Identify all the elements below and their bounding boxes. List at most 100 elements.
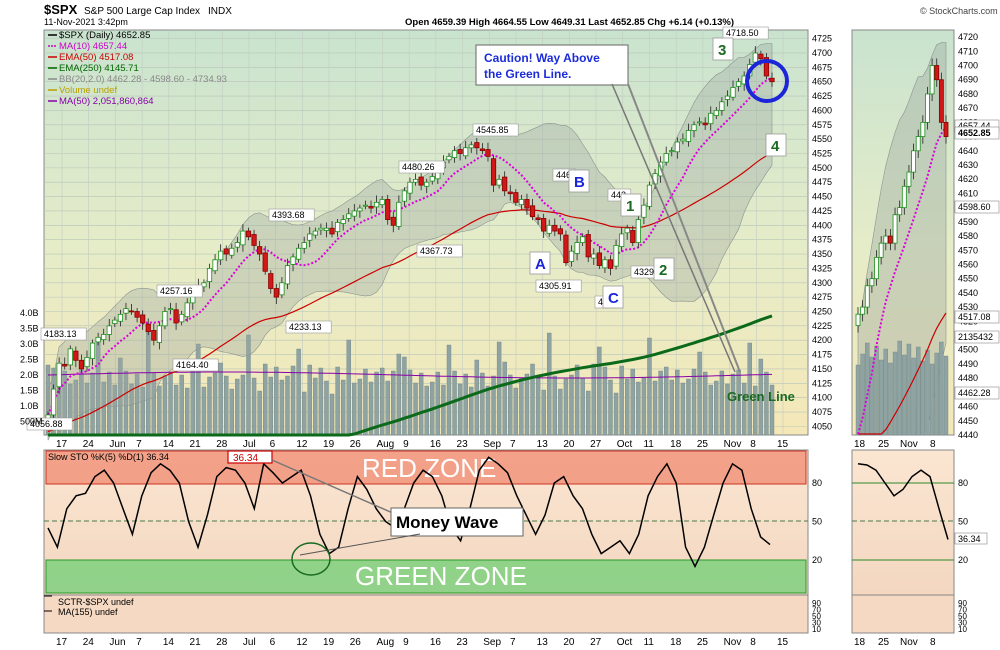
volume-bar [714, 380, 719, 436]
candle-body [257, 246, 263, 255]
candle-body [552, 224, 558, 232]
candle-body [134, 311, 140, 318]
volume-bar [285, 375, 290, 436]
side-axis-label: 4460 [958, 402, 978, 412]
side-candle-body [860, 306, 866, 315]
side-tag: 2135432 [958, 332, 993, 342]
volume-bar [574, 364, 580, 436]
candle-body [117, 313, 123, 322]
price-callout-text: 4233.13 [289, 322, 322, 332]
price-axis-label: 4475 [812, 177, 832, 187]
volume-bar [441, 384, 446, 436]
side-candle-body [883, 235, 889, 244]
side-axis-label: 4540 [958, 288, 978, 298]
candle-body [346, 213, 352, 219]
date-axis-label: 8 [750, 637, 756, 648]
side-volume-bar [943, 355, 949, 436]
side-volume-bar [892, 351, 898, 436]
caution-callout: Caution! Way Above the Green Line. [475, 44, 741, 373]
side-volume-bar [855, 364, 861, 436]
volume-bar [747, 342, 752, 436]
wave-label: 1 [626, 198, 634, 215]
price-axis-label: 4500 [812, 163, 832, 173]
price-panel-bg [43, 29, 809, 436]
date-axis-label: 21 [190, 439, 202, 450]
candle-body [730, 87, 736, 98]
green-zone-label: GREEN ZONE [355, 561, 527, 591]
side-axis-label: 4580 [958, 231, 978, 241]
side-volume-bar [916, 346, 921, 436]
date-axis-label: 25 [697, 439, 709, 450]
side-axis-label: 4560 [958, 259, 978, 269]
side-sctr-axis-label: 30 [958, 619, 967, 628]
volume-bar [680, 382, 686, 436]
price-panel: 4183.134056.884257.164164.404393.684233.… [20, 26, 832, 441]
volume-bar [469, 386, 474, 436]
volume-bar [457, 383, 463, 436]
volume-bar [691, 368, 697, 436]
candle-body [179, 313, 185, 323]
candle-body [167, 308, 174, 311]
date-axis-label: Jun [109, 439, 125, 450]
date-axis-label: Oct [617, 637, 633, 648]
side-stoch-axis: 80 50 20 36.34 [954, 478, 988, 565]
date-axis-label: 18 [670, 637, 682, 648]
side-axis-label: 4530 [958, 302, 978, 312]
volume-bar [301, 391, 307, 436]
volume-bar [363, 368, 368, 436]
candle-body [368, 205, 374, 209]
side-candle-body [888, 235, 893, 244]
volume-bar [758, 358, 764, 436]
volume-bar [669, 379, 674, 436]
candle-body [485, 149, 491, 157]
date-axis-label: 6 [270, 637, 276, 648]
volume-bar [613, 392, 619, 436]
volume-bar [502, 361, 507, 436]
candle-body [513, 192, 519, 203]
side-candle-body [901, 185, 907, 209]
exchange-label: INDX [208, 6, 232, 17]
side-candle-body [920, 121, 926, 137]
volume-ma-line [47, 371, 773, 379]
date-axis-label: 26 [350, 439, 362, 450]
volume-axis-label: 500M [20, 417, 43, 427]
date-axis-label: 21 [190, 637, 202, 648]
volume-bar [407, 369, 413, 436]
volume-bar [463, 373, 468, 436]
price-axis-label: 4200 [812, 335, 832, 345]
date-axis-label: Sep [483, 637, 501, 648]
date-axis: 17 24 Jun 7 14 21 28 Jul 6 12 19 26 Aug 9 16 23 Sep 7 13 20… [56, 439, 789, 450]
volume-axis-label: 2.0B [20, 370, 39, 380]
volume-bar [274, 366, 279, 436]
candle-body [424, 181, 430, 187]
volume-bar [402, 356, 407, 436]
side-axis-label: 4680 [958, 89, 978, 99]
volume-bar [563, 378, 569, 436]
price-axis-label: 4175 [812, 350, 832, 360]
volume-bar [218, 362, 223, 436]
candle-body [123, 308, 129, 314]
stoch-legend: Slow STO %K(5) %D(1) 36.34 [48, 452, 169, 462]
side-sctr-axis-label: 50 [958, 612, 967, 621]
candle-body [546, 224, 552, 234]
date-axis-label: 28 [216, 637, 228, 648]
price-callout-box [722, 26, 769, 40]
volume-bar [485, 385, 491, 436]
candle-body [457, 149, 463, 154]
volume-bar [586, 390, 591, 436]
side-axis-label: 4550 [958, 274, 978, 284]
price-axis-label: 4350 [812, 249, 832, 259]
legend-item: MA(50) 2,051,860,864 [59, 96, 154, 107]
ma10-line [47, 76, 773, 416]
candle-body [702, 122, 708, 126]
volume-bar [329, 393, 335, 436]
side-axis-label: 4500 [958, 345, 978, 355]
price-axis-label: 4400 [812, 220, 832, 230]
wave-label-box [653, 257, 675, 281]
volume-bar [552, 375, 557, 436]
volume-bar [547, 332, 552, 436]
side-candle-body [915, 136, 921, 152]
candle-body [268, 273, 274, 289]
volume-bar [719, 370, 725, 436]
